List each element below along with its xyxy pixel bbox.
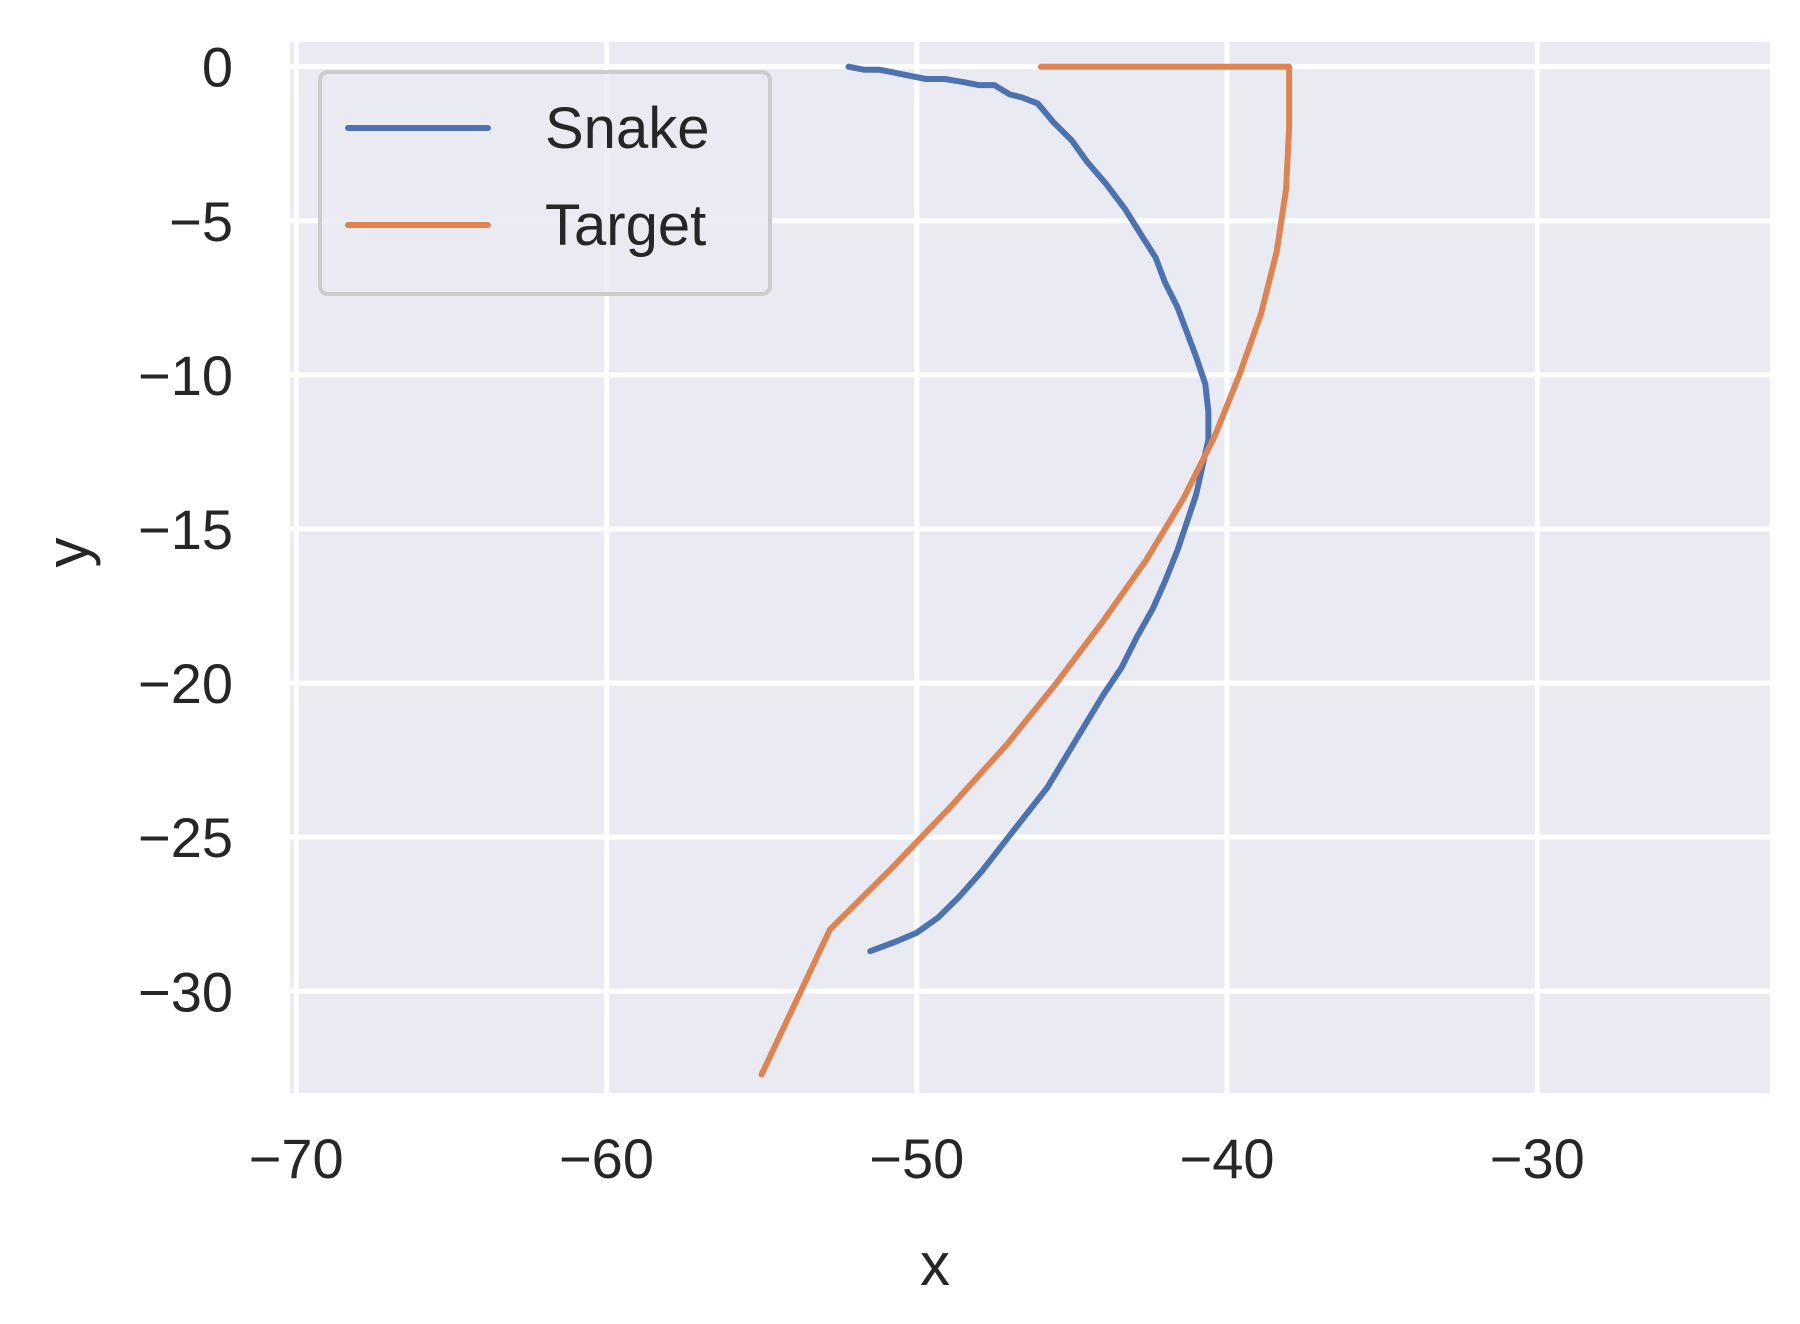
y-tick-label: −20 [138, 652, 233, 715]
y-tick-label: −5 [169, 190, 233, 253]
y-tick-label: 0 [202, 36, 233, 99]
x-tick-label: −60 [559, 1127, 654, 1190]
legend-label-target: Target [545, 193, 706, 258]
y-tick-label: −15 [138, 498, 233, 561]
series-line-snake [845, 63, 1212, 955]
y-axis-label: y [34, 538, 101, 568]
x-tick-label: −30 [1490, 1127, 1585, 1190]
y-tick-label: −30 [138, 960, 233, 1023]
x-tick-labels: −70 −60 −50 −40 −30 [249, 1127, 1585, 1190]
y-tick-label: −10 [138, 344, 233, 407]
grid-lines [290, 42, 1770, 1093]
x-tick-label: −70 [249, 1127, 344, 1190]
x-tick-label: −50 [869, 1127, 964, 1190]
legend: Snake Target [318, 70, 772, 296]
x-axis-label: x [920, 1231, 950, 1298]
legend-label-snake: Snake [545, 96, 709, 161]
x-tick-label: −40 [1180, 1127, 1275, 1190]
y-tick-label: −25 [138, 806, 233, 869]
series-layer [758, 63, 1293, 1078]
series-line-target [758, 63, 1293, 1078]
y-tick-labels: 0 −5 −10 −15 −20 −25 −30 [138, 36, 233, 1024]
